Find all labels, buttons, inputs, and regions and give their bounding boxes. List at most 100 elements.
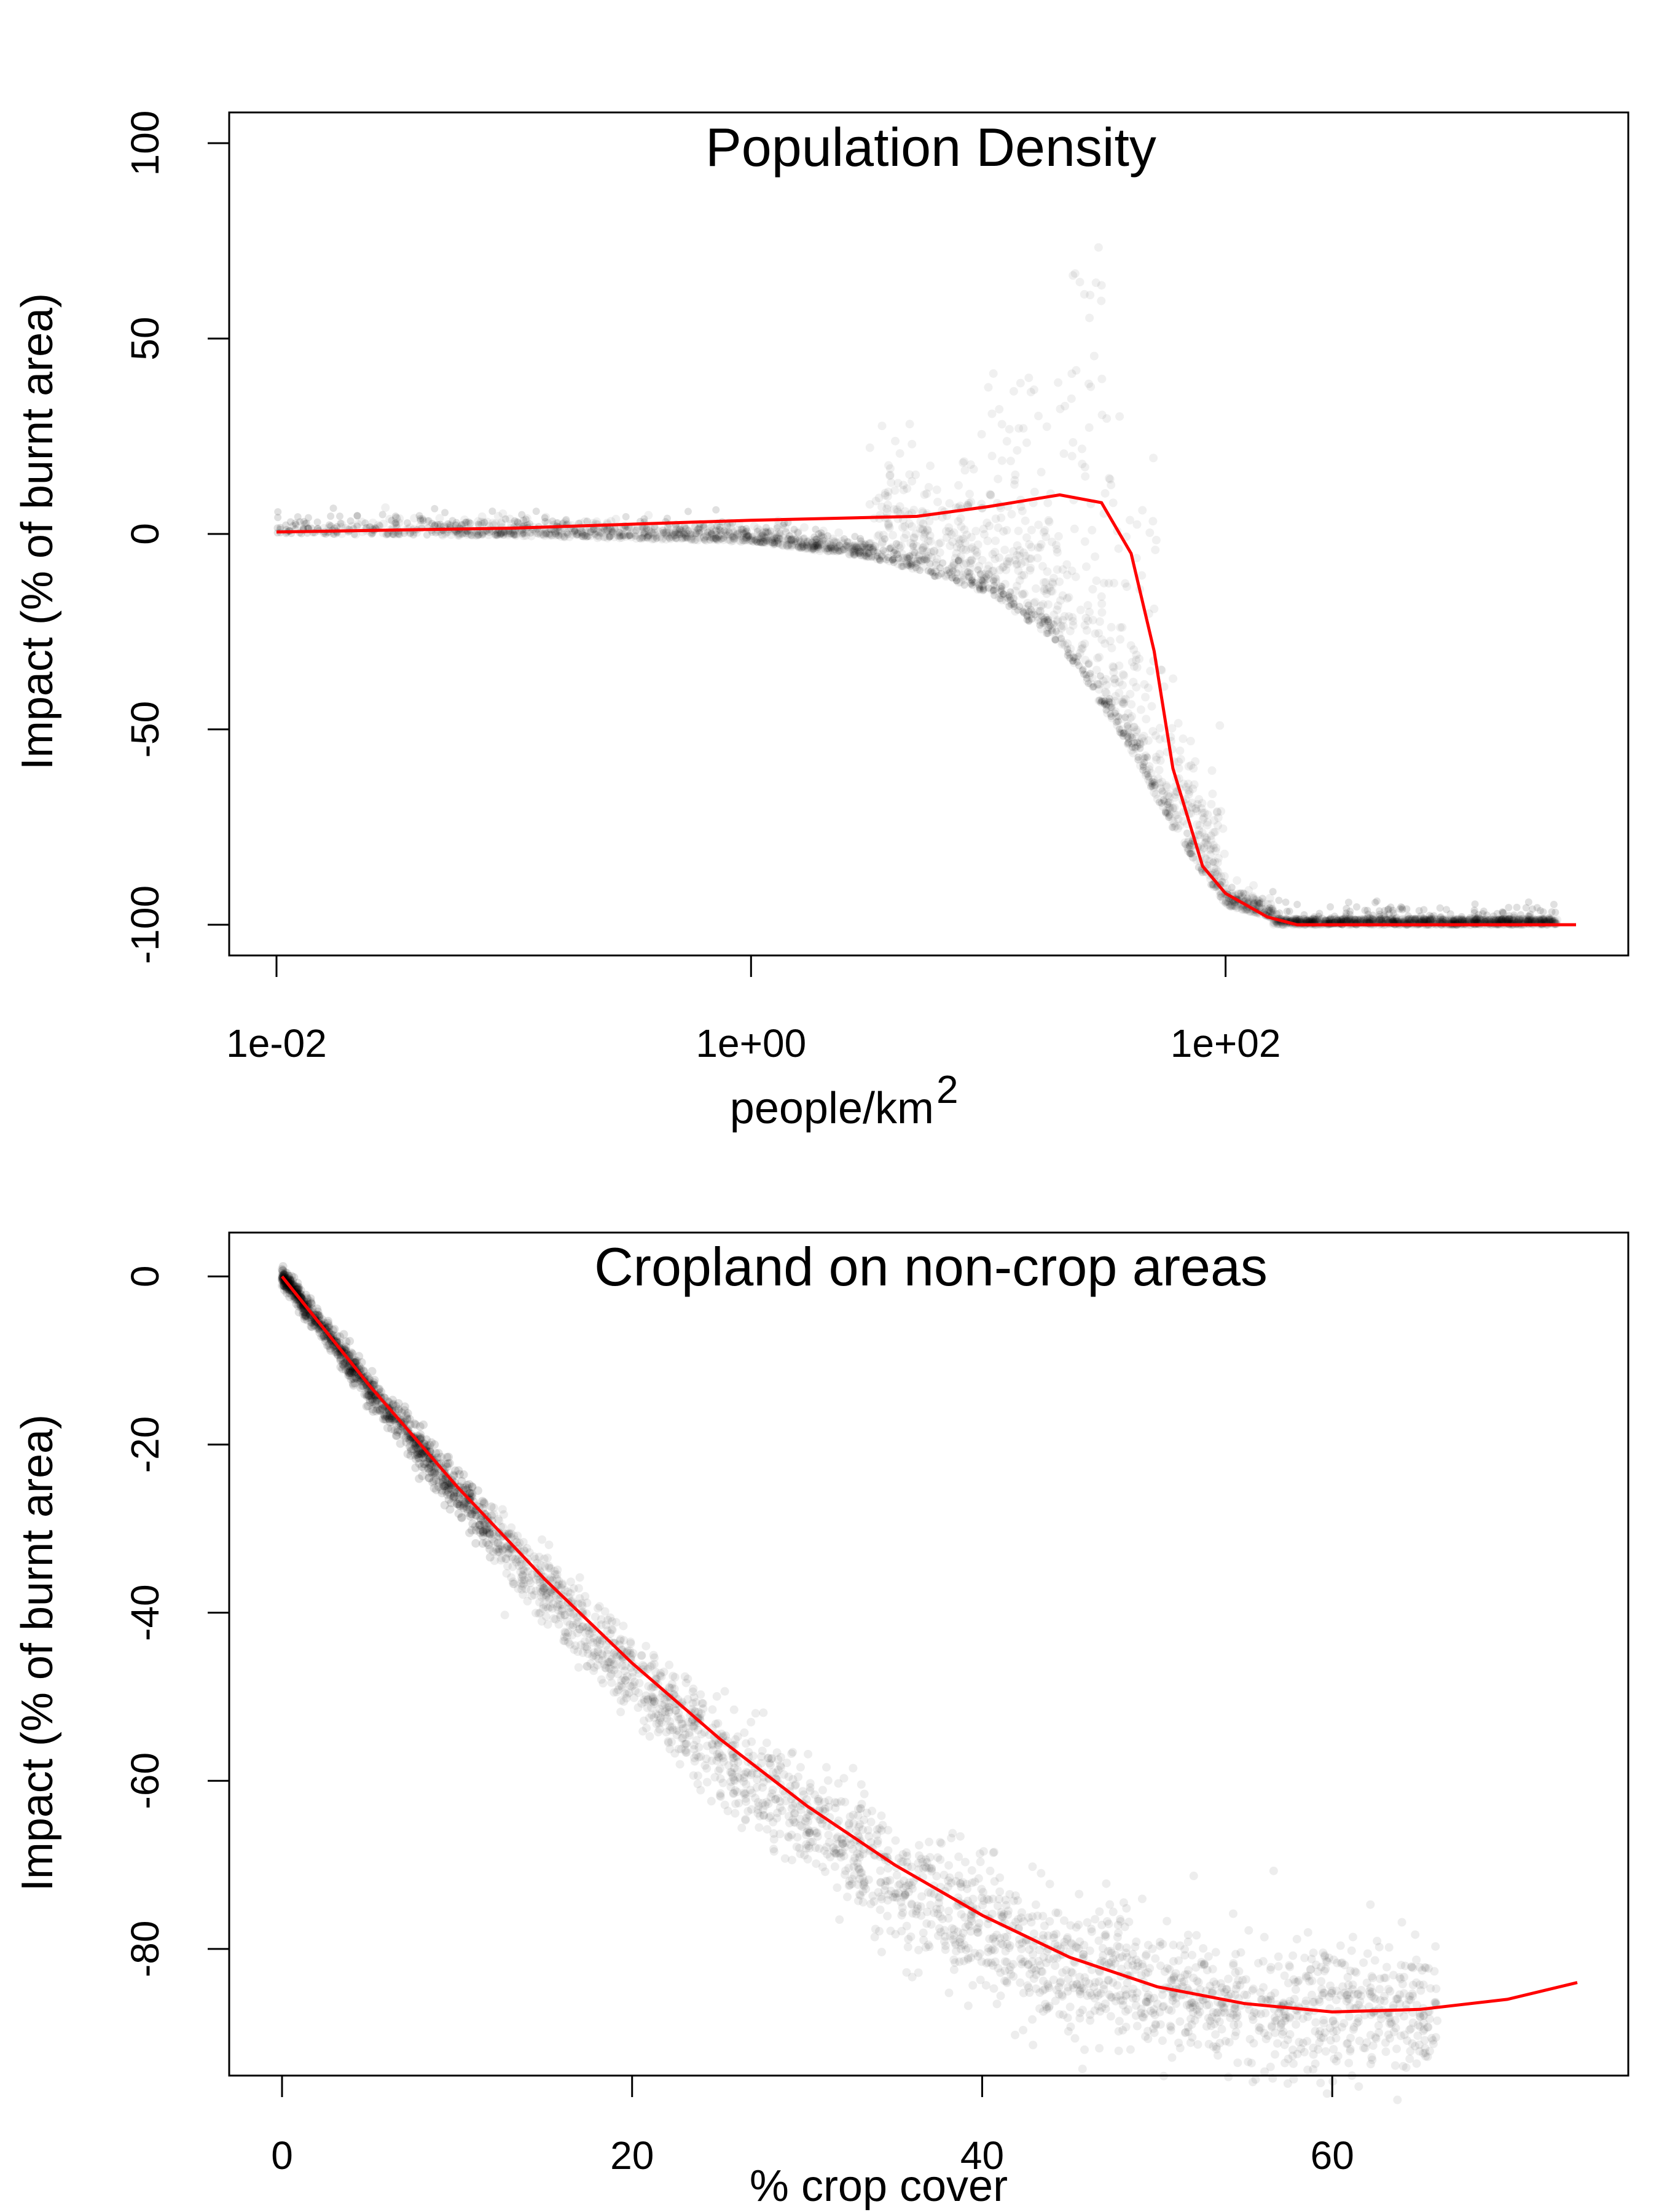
data-point bbox=[1045, 517, 1054, 527]
data-point bbox=[1015, 576, 1024, 585]
data-point bbox=[675, 1760, 684, 1769]
data-point bbox=[1125, 516, 1134, 525]
data-point bbox=[1164, 798, 1172, 806]
data-point bbox=[1126, 641, 1135, 650]
data-point bbox=[1237, 889, 1245, 897]
data-point bbox=[914, 552, 924, 561]
data-point bbox=[511, 531, 519, 539]
data-point bbox=[1020, 589, 1029, 598]
data-point bbox=[624, 532, 632, 540]
data-point bbox=[1457, 912, 1465, 920]
data-point bbox=[1214, 853, 1223, 863]
data-point bbox=[862, 552, 870, 560]
data-point bbox=[1208, 790, 1217, 799]
data-point bbox=[378, 511, 386, 519]
data-point bbox=[1027, 607, 1036, 616]
data-point bbox=[796, 1763, 805, 1772]
data-point bbox=[1123, 722, 1131, 730]
data-point bbox=[1414, 916, 1423, 925]
data-point bbox=[665, 528, 674, 537]
data-point bbox=[909, 542, 917, 550]
data-point bbox=[967, 556, 976, 565]
data-point bbox=[942, 533, 951, 543]
data-point bbox=[932, 485, 941, 495]
data-point bbox=[520, 530, 528, 538]
data-point bbox=[313, 518, 321, 526]
data-point bbox=[1151, 545, 1160, 554]
data-point bbox=[1100, 488, 1110, 498]
data-point bbox=[905, 470, 914, 479]
data-point bbox=[393, 521, 401, 529]
data-point bbox=[1023, 611, 1031, 619]
data-point bbox=[1086, 670, 1094, 678]
data-point bbox=[1075, 278, 1084, 287]
x-tick-label: 1e-02 bbox=[226, 1021, 327, 1065]
data-point bbox=[745, 536, 755, 546]
data-point bbox=[653, 534, 661, 542]
data-point bbox=[1048, 578, 1057, 587]
data-point bbox=[1218, 824, 1228, 833]
data-point bbox=[916, 524, 925, 533]
data-point bbox=[1453, 916, 1462, 925]
data-point bbox=[1129, 645, 1139, 654]
data-point bbox=[637, 534, 646, 543]
data-point bbox=[1174, 814, 1183, 823]
data-point bbox=[976, 1857, 985, 1867]
data-point bbox=[1269, 1866, 1278, 1875]
data-point bbox=[1129, 723, 1139, 732]
data-point bbox=[1540, 915, 1548, 923]
data-point bbox=[1227, 902, 1236, 911]
data-point bbox=[488, 507, 496, 515]
data-point bbox=[799, 542, 808, 551]
data-point bbox=[887, 478, 896, 487]
data-point bbox=[1376, 914, 1385, 924]
data-point bbox=[1102, 1879, 1111, 1888]
data-point bbox=[1131, 1942, 1140, 1951]
data-point bbox=[694, 528, 704, 538]
data-point bbox=[611, 514, 621, 524]
data-point bbox=[1135, 654, 1144, 664]
data-point bbox=[1174, 764, 1183, 773]
data-point bbox=[1100, 700, 1108, 708]
data-point bbox=[920, 490, 929, 500]
data-point bbox=[1126, 689, 1135, 699]
data-point bbox=[545, 531, 554, 540]
data-point bbox=[1184, 836, 1193, 845]
data-point bbox=[707, 1797, 716, 1806]
data-point bbox=[1217, 2025, 1226, 2034]
data-point bbox=[598, 528, 607, 538]
data-point bbox=[1013, 445, 1022, 455]
data-point bbox=[752, 536, 761, 545]
data-point bbox=[1436, 904, 1444, 912]
data-point bbox=[1214, 821, 1223, 830]
data-point bbox=[1280, 1971, 1289, 1980]
data-point bbox=[888, 531, 898, 540]
data-point bbox=[1206, 831, 1215, 841]
data-point bbox=[814, 542, 823, 551]
data-point bbox=[381, 503, 390, 512]
data-point bbox=[1120, 671, 1129, 680]
data-point bbox=[1526, 916, 1535, 925]
data-point bbox=[983, 574, 992, 583]
data-point bbox=[1494, 916, 1502, 924]
data-point bbox=[1145, 528, 1155, 538]
data-point bbox=[979, 579, 989, 589]
data-point bbox=[863, 541, 872, 551]
data-point bbox=[948, 573, 957, 582]
data-point bbox=[1269, 888, 1277, 896]
data-point bbox=[1393, 2095, 1402, 2104]
data-point bbox=[781, 524, 790, 533]
data-point bbox=[1036, 618, 1045, 627]
data-point bbox=[1097, 281, 1106, 290]
data-point bbox=[1061, 641, 1070, 650]
data-point bbox=[1252, 901, 1261, 911]
data-point bbox=[1396, 905, 1404, 913]
data-point bbox=[1099, 579, 1108, 588]
data-point bbox=[762, 524, 770, 531]
data-point bbox=[956, 514, 965, 523]
data-point bbox=[1186, 849, 1194, 857]
data-point bbox=[571, 527, 579, 535]
data-point bbox=[799, 523, 809, 532]
data-point bbox=[920, 530, 929, 539]
